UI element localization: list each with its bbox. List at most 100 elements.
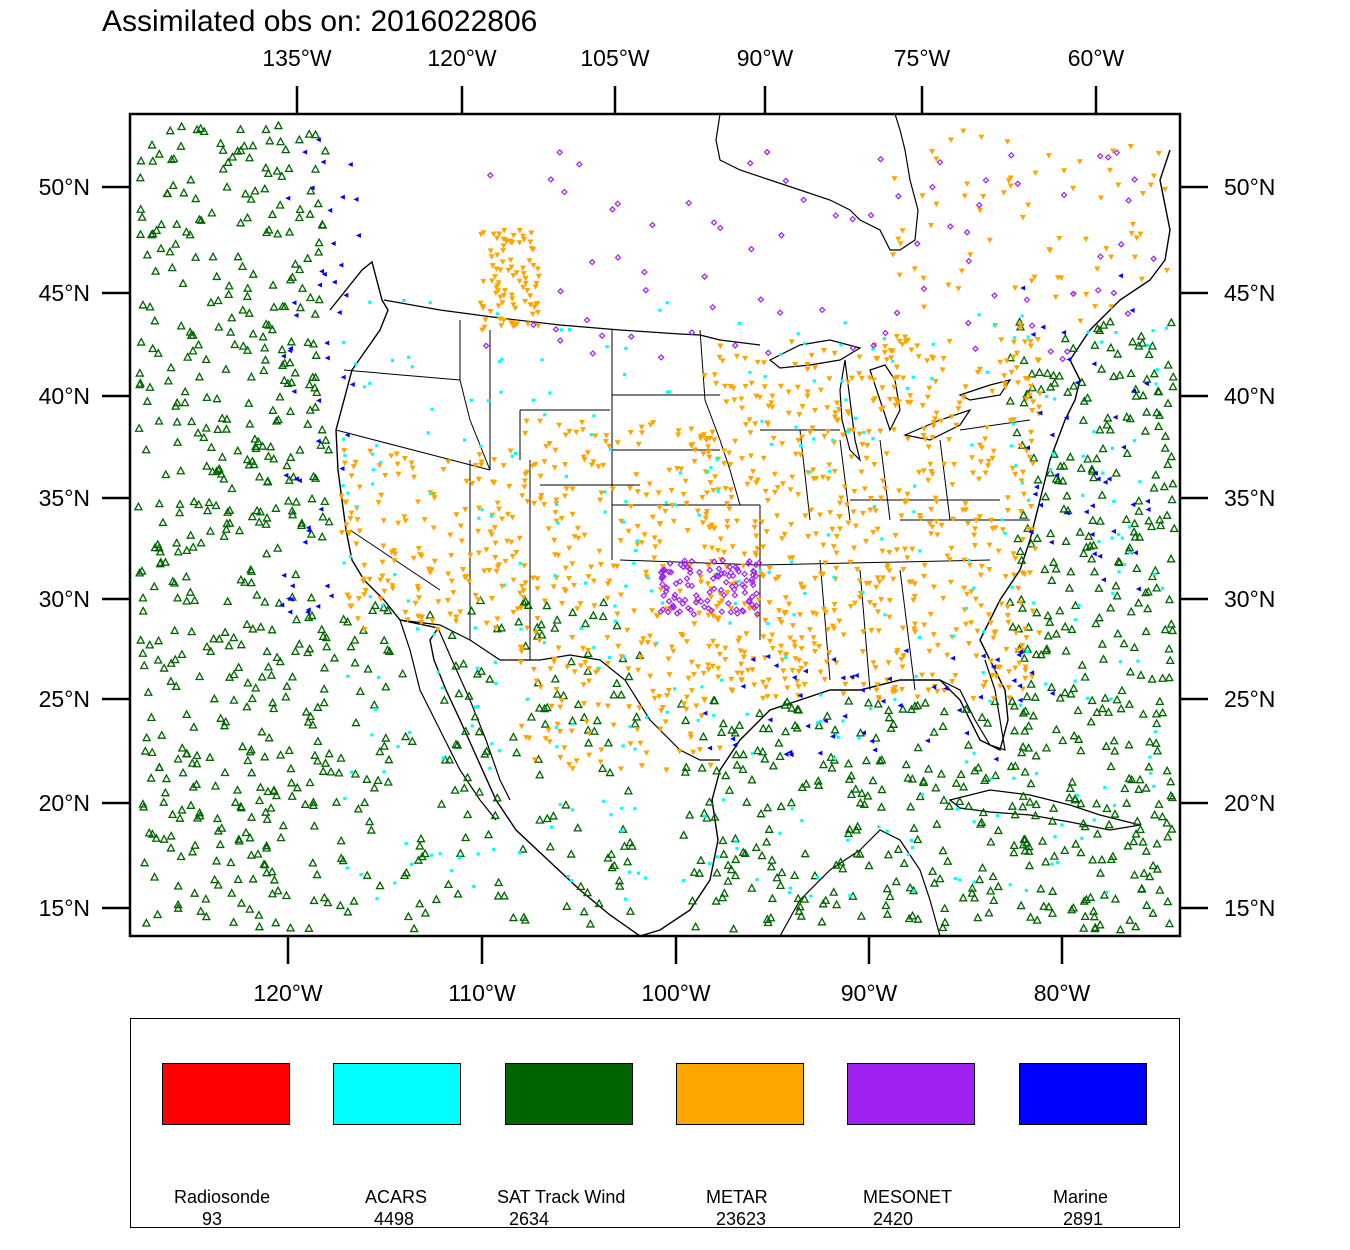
sat-track-wind-marker xyxy=(1101,741,1111,750)
left-lat-label: 35°N xyxy=(39,485,90,511)
sat-track-wind-marker xyxy=(221,524,231,533)
acars-marker xyxy=(1073,618,1077,622)
sat-track-wind-marker xyxy=(303,717,313,726)
legend-label: METAR xyxy=(706,1187,768,1207)
mesonet-marker xyxy=(676,578,684,585)
metar-marker xyxy=(831,625,838,632)
sat-track-wind-marker xyxy=(227,888,237,897)
metar-marker xyxy=(876,579,883,585)
sat-track-wind-marker xyxy=(153,655,163,664)
sat-track-wind-marker xyxy=(1051,629,1061,638)
metar-marker xyxy=(728,687,735,693)
sat-track-wind-marker xyxy=(1164,918,1175,928)
metar-marker xyxy=(552,447,559,454)
sat-track-wind-marker xyxy=(453,889,463,898)
metar-marker xyxy=(724,500,731,507)
marine-marker xyxy=(830,733,836,739)
sat-track-wind-marker xyxy=(1138,390,1148,400)
acars-marker xyxy=(564,474,569,479)
acars-marker xyxy=(436,670,440,674)
metar-marker xyxy=(728,676,735,683)
sat-track-wind-marker xyxy=(1124,699,1134,708)
sat-track-wind-marker xyxy=(951,778,961,787)
sat-track-wind-marker xyxy=(1162,818,1172,827)
metar-marker xyxy=(974,628,981,635)
metar-marker xyxy=(872,508,879,514)
sat-track-wind-marker xyxy=(901,759,911,769)
sat-track-wind-marker xyxy=(1152,864,1162,873)
sat-track-wind-marker xyxy=(211,856,222,865)
metar-marker xyxy=(761,384,768,390)
acars-marker xyxy=(493,660,497,665)
metar-marker xyxy=(600,462,607,469)
mesonet-marker xyxy=(946,223,954,230)
sat-track-wind-marker xyxy=(1098,654,1109,663)
sat-track-wind-marker xyxy=(1012,427,1022,437)
marine-marker xyxy=(1049,690,1055,696)
sat-track-wind-marker xyxy=(172,538,182,547)
metar-marker xyxy=(575,535,582,542)
metar-marker xyxy=(343,522,350,528)
mesonet-marker xyxy=(818,306,826,314)
metar-marker xyxy=(1026,454,1033,461)
sat-track-wind-marker xyxy=(1126,368,1136,378)
acars-marker xyxy=(846,838,850,842)
marine-marker xyxy=(315,137,321,143)
acars-marker xyxy=(410,365,414,369)
metar-marker xyxy=(1017,600,1024,606)
metar-marker xyxy=(893,364,900,371)
sat-track-wind-marker xyxy=(242,619,252,629)
marine-marker xyxy=(880,698,886,704)
sat-track-wind-marker xyxy=(139,802,149,811)
marine-marker xyxy=(324,583,330,589)
metar-marker xyxy=(938,522,945,529)
sat-track-wind-marker xyxy=(460,726,471,735)
sat-track-wind-marker xyxy=(605,767,615,777)
metar-marker xyxy=(1010,551,1017,557)
sat-track-wind-marker xyxy=(196,537,206,547)
marine-marker xyxy=(1110,528,1116,534)
metar-marker xyxy=(555,552,562,559)
acars-marker xyxy=(1154,382,1158,386)
metar-marker xyxy=(866,580,873,587)
sat-track-wind-marker xyxy=(140,746,150,755)
metar-marker xyxy=(997,359,1004,366)
sat-track-wind-marker xyxy=(1051,563,1061,573)
metar-marker xyxy=(777,383,784,390)
mesonet-marker xyxy=(598,332,606,340)
sat-track-wind-marker xyxy=(893,844,903,853)
metar-marker xyxy=(696,747,703,753)
legend-swatch xyxy=(162,1063,290,1125)
sat-track-wind-marker xyxy=(801,779,811,788)
metar-marker xyxy=(846,428,853,434)
marine-marker xyxy=(324,340,330,346)
acars-marker xyxy=(1009,444,1014,448)
sat-track-wind-marker xyxy=(1137,338,1148,347)
metar-marker xyxy=(377,596,384,602)
metar-marker xyxy=(478,459,485,465)
metar-marker xyxy=(932,495,939,502)
mesonet-marker xyxy=(681,596,689,604)
metar-marker xyxy=(971,543,978,549)
sat-track-wind-marker xyxy=(958,892,968,902)
marine-marker xyxy=(872,747,878,753)
sat-track-wind-marker xyxy=(818,759,829,769)
acars-marker xyxy=(1014,464,1018,468)
metar-marker xyxy=(546,739,553,745)
acars-marker xyxy=(1112,803,1117,808)
sat-track-wind-marker xyxy=(271,790,282,800)
metar-marker xyxy=(1138,276,1145,283)
metar-marker xyxy=(889,689,896,696)
metar-marker xyxy=(516,278,523,285)
metar-marker xyxy=(1001,381,1008,387)
metar-marker xyxy=(891,176,898,182)
acars-marker xyxy=(406,599,410,603)
sat-track-wind-marker xyxy=(304,612,314,622)
sat-track-wind-marker xyxy=(1150,809,1160,819)
sat-track-wind-marker xyxy=(194,807,205,817)
sat-track-wind-marker xyxy=(346,641,356,651)
sat-track-wind-marker xyxy=(362,774,372,783)
sat-track-wind-marker xyxy=(254,921,265,931)
sat-track-wind-marker xyxy=(1167,792,1178,802)
sat-track-wind-marker xyxy=(193,339,204,349)
